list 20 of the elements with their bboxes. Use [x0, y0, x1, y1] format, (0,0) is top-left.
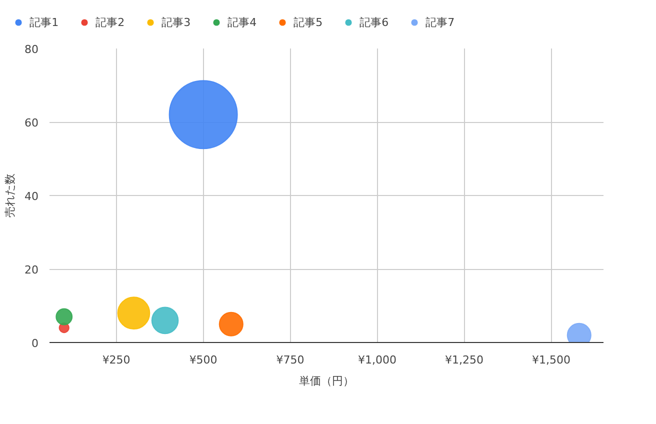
y-tick-label: 80 — [24, 43, 39, 56]
legend-label: 記事7 — [426, 14, 455, 30]
x-tick-label: ¥250 — [102, 354, 130, 366]
y-axis-title: 売れた数 — [4, 174, 17, 218]
legend-label: 記事1 — [30, 14, 59, 30]
x-tick-label: ¥750 — [276, 354, 304, 366]
x-tick-label: ¥1,000 — [358, 354, 397, 366]
legend-label: 記事2 — [96, 14, 125, 30]
y-tick-label: 60 — [24, 116, 39, 130]
legend-label: 記事6 — [360, 14, 389, 30]
y-tick-label: 20 — [24, 264, 39, 276]
legend-label: 記事4 — [228, 14, 257, 30]
y-tick-label: 40 — [24, 190, 39, 203]
x-axis-title: 単価（円） — [299, 374, 354, 388]
x-tick-label: ¥500 — [189, 354, 218, 366]
x-tick-label: ¥1,500 — [532, 354, 571, 366]
y-tick-label: 0 — [32, 337, 38, 350]
x-tick-label: ¥1,250 — [445, 354, 484, 366]
legend-label: 記事5 — [294, 14, 323, 30]
legend-label: 記事3 — [162, 14, 191, 30]
